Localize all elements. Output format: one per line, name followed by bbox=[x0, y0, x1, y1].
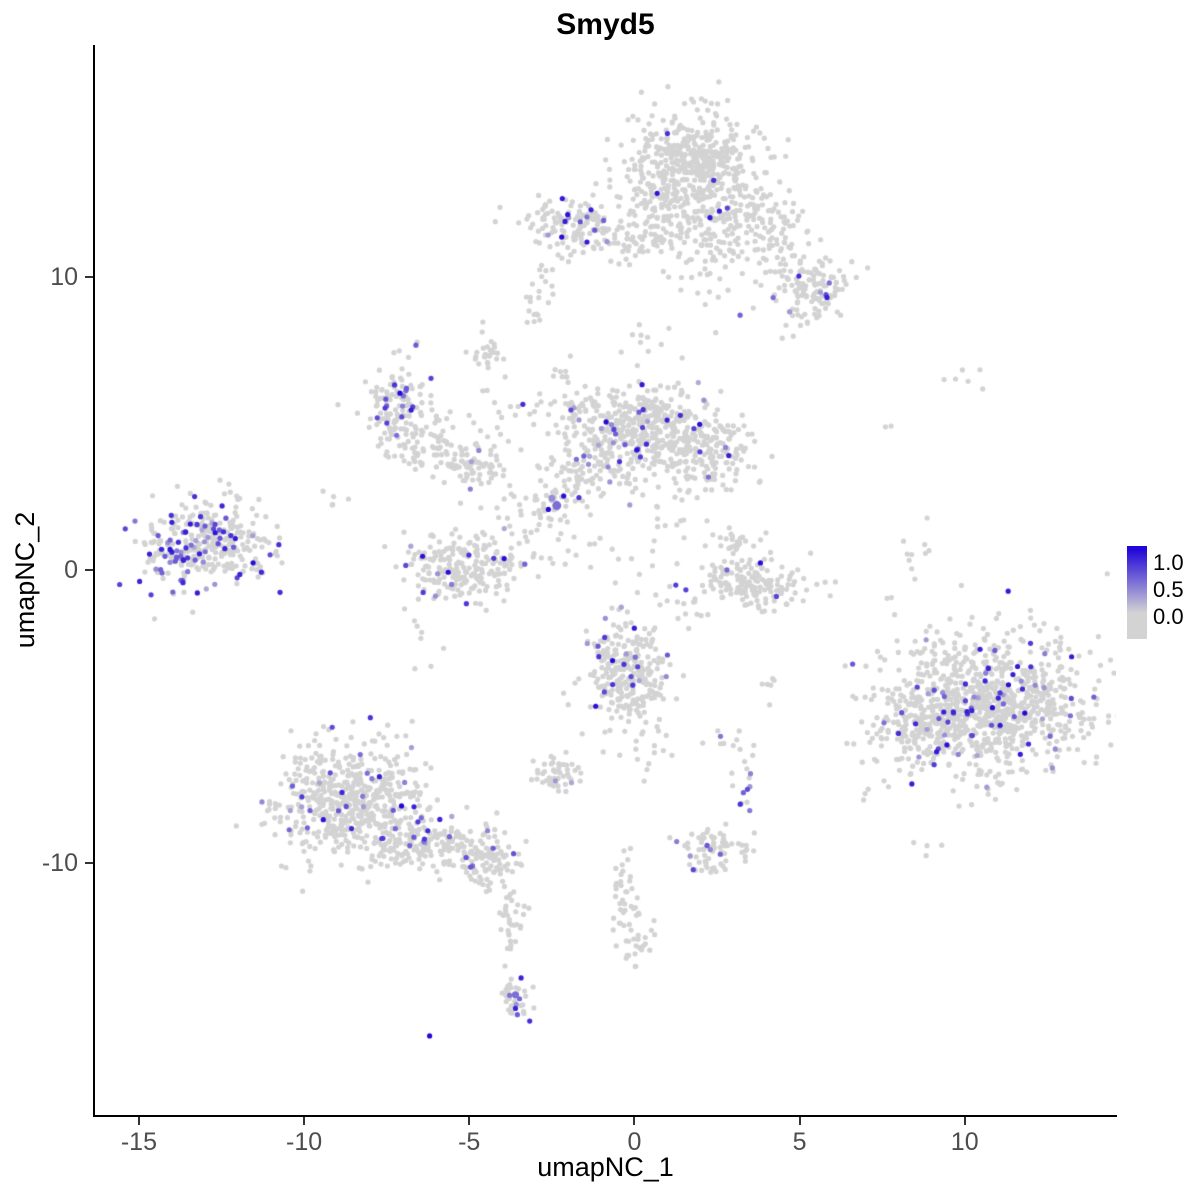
y-tick-mark bbox=[85, 569, 93, 572]
x-tick-mark bbox=[798, 1117, 801, 1125]
y-tick-mark bbox=[85, 276, 93, 279]
y-tick-mark bbox=[85, 862, 93, 865]
legend bbox=[1125, 540, 1200, 650]
x-tick-label: 5 bbox=[792, 1128, 807, 1156]
plot-title: Smyd5 bbox=[556, 8, 655, 41]
x-tick-mark bbox=[137, 1117, 140, 1125]
legend-gradient-bar bbox=[1127, 546, 1147, 639]
y-tick-label: 10 bbox=[50, 263, 78, 292]
legend-tick-label: 0.5 bbox=[1153, 577, 1184, 602]
x-tick-mark bbox=[468, 1117, 471, 1125]
x-axis-title: umapNC_1 bbox=[537, 1152, 674, 1182]
legend-tick-label: 1.0 bbox=[1153, 550, 1184, 575]
x-tick-mark bbox=[303, 1117, 306, 1125]
y-tick-label: -10 bbox=[41, 849, 78, 878]
x-tick-label: 0 bbox=[627, 1128, 642, 1156]
x-tick-label: -10 bbox=[286, 1128, 323, 1156]
x-tick-label: -15 bbox=[120, 1128, 157, 1156]
y-axis-line bbox=[93, 45, 95, 1117]
x-tick-mark bbox=[963, 1117, 966, 1125]
x-tick-label: 10 bbox=[950, 1128, 979, 1156]
legend-tick-label: 0.0 bbox=[1153, 604, 1184, 629]
x-tick-label: -5 bbox=[458, 1128, 481, 1156]
scatter-canvas bbox=[95, 45, 1116, 1115]
y-tick-label: 0 bbox=[64, 556, 78, 585]
x-axis-line bbox=[93, 1115, 1117, 1117]
x-tick-mark bbox=[633, 1117, 636, 1125]
